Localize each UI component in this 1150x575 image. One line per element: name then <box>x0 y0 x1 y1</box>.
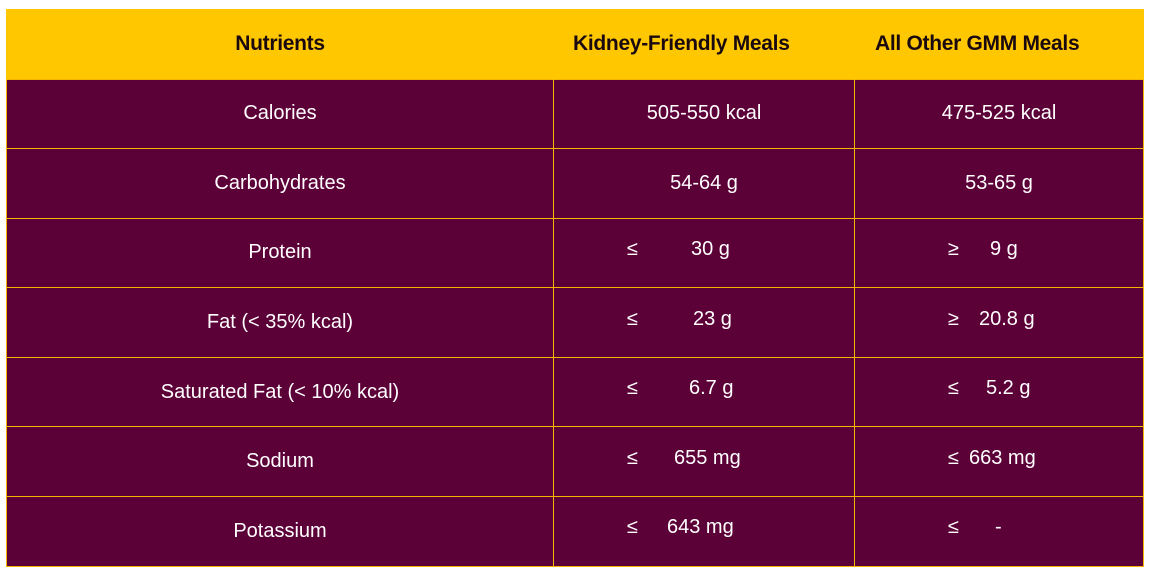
kidney-value: 643 mg <box>667 516 734 539</box>
nutrient-cell: Calories <box>6 78 554 150</box>
table-row: Saturated Fat (< 10% kcal) ≤6.7 g ≤5.2 g <box>6 356 1144 428</box>
less-equal-symbol: ≤ <box>948 446 959 469</box>
table-row: Sodium ≤655 mg ≤663 mg <box>6 426 1144 498</box>
nutrient-cell: Carbohydrates <box>6 148 554 219</box>
other-value: - <box>995 516 1002 539</box>
other-value-cell: 475-525 kcal <box>854 78 1144 150</box>
other-value-cell: ≤5.2 g <box>854 356 1144 428</box>
kidney-value: 30 g <box>691 237 730 260</box>
nutrient-cell: Saturated Fat (< 10% kcal) <box>6 356 554 428</box>
greater-equal-symbol: ≥ <box>948 307 959 330</box>
table-row: Carbohydrates 54-64 g 53-65 g <box>6 148 1144 219</box>
comparison-table: Nutrients Kidney-Friendly Meals All Othe… <box>6 9 1144 567</box>
greater-equal-symbol: ≥ <box>948 237 959 260</box>
other-value-cell: ≤ - <box>854 496 1144 567</box>
other-value-cell: ≤663 mg <box>854 426 1144 498</box>
kidney-value-cell: 54-64 g <box>553 148 855 219</box>
table-row: Protein ≤30 g ≥9 g <box>6 217 1144 289</box>
less-equal-symbol: ≤ <box>627 377 638 400</box>
header-kidney-friendly: Kidney-Friendly Meals <box>553 9 855 79</box>
header-other-meals: All Other GMM Meals <box>854 9 1144 79</box>
kidney-value: 54-64 g <box>670 171 738 194</box>
other-value: 53-65 g <box>965 171 1033 194</box>
table-row: Calories 505-550 kcal 475-525 kcal <box>6 78 1144 150</box>
kidney-value: 505-550 kcal <box>646 102 762 125</box>
kidney-value: 6.7 g <box>689 377 734 400</box>
less-equal-symbol: ≤ <box>627 516 638 539</box>
other-value-cell: 53-65 g <box>854 148 1144 219</box>
nutrient-comparison-table: Nutrients Kidney-Friendly Meals All Othe… <box>6 9 1144 567</box>
kidney-value: 23 g <box>693 307 732 330</box>
kidney-value-cell: ≤655 mg <box>553 426 855 498</box>
nutrient-cell: Sodium <box>6 426 554 498</box>
other-value-cell: ≥9 g <box>854 217 1144 289</box>
less-equal-symbol: ≤ <box>627 307 638 330</box>
header-row: Nutrients Kidney-Friendly Meals All Othe… <box>6 9 1144 79</box>
nutrient-cell: Protein <box>6 217 554 289</box>
less-equal-symbol: ≤ <box>948 516 959 539</box>
nutrient-cell: Potassium <box>6 496 554 567</box>
other-value: 5.2 g <box>986 377 1031 400</box>
header-nutrients: Nutrients <box>6 9 554 79</box>
table-row: Fat (< 35% kcal) ≤23 g ≥20.8 g <box>6 287 1144 358</box>
kidney-value-cell: 505-550 kcal <box>553 78 855 150</box>
kidney-value-cell: ≤23 g <box>553 287 855 358</box>
kidney-value-cell: ≤30 g <box>553 217 855 289</box>
other-value: 9 g <box>990 237 1018 260</box>
less-equal-symbol: ≤ <box>948 377 959 400</box>
less-equal-symbol: ≤ <box>627 446 638 469</box>
less-equal-symbol: ≤ <box>627 237 638 260</box>
other-value: 663 mg <box>969 446 1036 469</box>
other-value: 20.8 g <box>979 307 1035 330</box>
other-value: 475-525 kcal <box>941 102 1057 125</box>
table-row: Potassium ≤643 mg ≤ - <box>6 496 1144 567</box>
other-value-cell: ≥20.8 g <box>854 287 1144 358</box>
kidney-value-cell: ≤643 mg <box>553 496 855 567</box>
kidney-value-cell: ≤6.7 g <box>553 356 855 428</box>
nutrient-cell: Fat (< 35% kcal) <box>6 287 554 358</box>
kidney-value: 655 mg <box>674 446 741 469</box>
